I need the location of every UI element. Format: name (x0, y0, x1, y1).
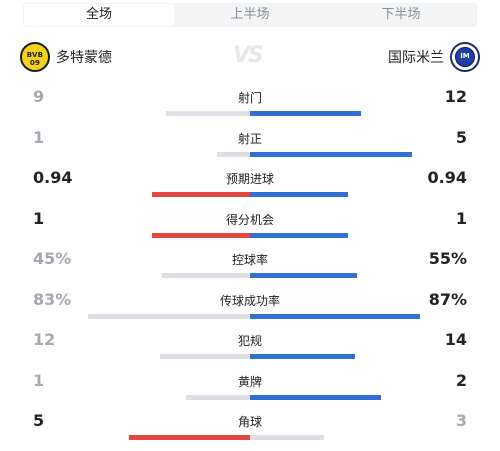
stat-row: 9 射门 12 (0, 87, 500, 127)
away-stat-bar (250, 313, 420, 319)
home-stat-value: 45% (33, 249, 72, 268)
away-stat-value: 2 (455, 370, 467, 390)
away-team-name: 国际米兰 (388, 50, 444, 66)
home-stat-value: 5 (33, 411, 45, 430)
away-stat-bar (250, 151, 412, 157)
home-stat-value: 1 (33, 208, 45, 228)
home-stat-bar (152, 192, 250, 197)
home-stat-value: 1 (33, 127, 45, 147)
home-stat-bar (217, 151, 250, 157)
away-stat-value: 0.94 (427, 168, 467, 187)
away-stat-bar (250, 435, 324, 440)
home-stat-bar (129, 435, 250, 440)
away-stat-value: 55% (428, 249, 467, 268)
away-team[interactable]: 国际米兰 IM (382, 40, 480, 74)
tab-first-half[interactable]: 上半场 (230, 7, 270, 22)
stat-label: 犯规 (237, 334, 262, 348)
stat-row: 5 角球 3 (0, 411, 500, 451)
away-stat-bar (250, 394, 381, 400)
away-stat-bar (250, 354, 355, 359)
borussia-dortmund-logo-icon: BVB 09 (20, 42, 50, 72)
home-stat-bar (162, 273, 250, 278)
tab-full-match[interactable]: 全场 (24, 4, 174, 26)
stat-label: 预期进球 (225, 172, 274, 186)
away-stat-value: 3 (455, 411, 467, 430)
stat-label: 射门 (237, 91, 262, 105)
stat-row: 83% 传球成功率 87% (0, 290, 500, 330)
away-stat-value: 87% (428, 289, 467, 309)
stat-label: 控球率 (231, 253, 268, 267)
stat-row: 1 得分机会 1 (0, 209, 500, 249)
home-stat-bar (186, 394, 250, 400)
home-team-name: 多特蒙德 (56, 50, 112, 66)
stat-label: 传球成功率 (219, 293, 280, 308)
stat-row: 0.94 预期进球 0.94 (0, 168, 500, 208)
away-stat-value: 12 (444, 87, 467, 106)
period-tabs: 全场 上半场 下半场 (23, 3, 477, 27)
home-stat-value: 83% (33, 289, 72, 309)
stat-label: 射正 (237, 131, 262, 146)
away-stat-bar (250, 111, 361, 116)
away-stat-bar (250, 232, 348, 238)
inter-milan-logo-icon: IM (450, 42, 480, 72)
stat-label: 角球 (237, 415, 262, 429)
away-stat-bar (250, 273, 357, 278)
away-stat-value: 1 (455, 208, 467, 228)
home-stat-value: 12 (33, 330, 56, 349)
away-stat-value: 14 (444, 330, 467, 349)
home-stat-bar (152, 232, 250, 238)
away-stat-bar (250, 192, 348, 197)
stat-label: 得分机会 (225, 212, 274, 227)
vs-label: VS (233, 43, 264, 68)
home-stat-value: 9 (33, 87, 45, 106)
home-stat-bar (166, 111, 250, 116)
home-stat-bar (160, 354, 250, 359)
home-stat-value: 1 (33, 370, 45, 390)
stat-row: 45% 控球率 55% (0, 249, 500, 289)
stat-row: 12 犯规 14 (0, 330, 500, 370)
home-team[interactable]: BVB 09 多特蒙德 (20, 40, 118, 74)
tab-second-half[interactable]: 下半场 (381, 7, 421, 22)
teams-header: BVB 09 多特蒙德 VS 国际米兰 IM (0, 40, 500, 74)
home-stat-bar (88, 313, 250, 319)
stat-row: 1 射正 5 (0, 128, 500, 168)
stat-row: 1 黄牌 2 (0, 371, 500, 411)
away-stat-value: 5 (455, 127, 467, 147)
home-stat-value: 0.94 (33, 168, 73, 187)
stat-label: 黄牌 (237, 374, 262, 389)
